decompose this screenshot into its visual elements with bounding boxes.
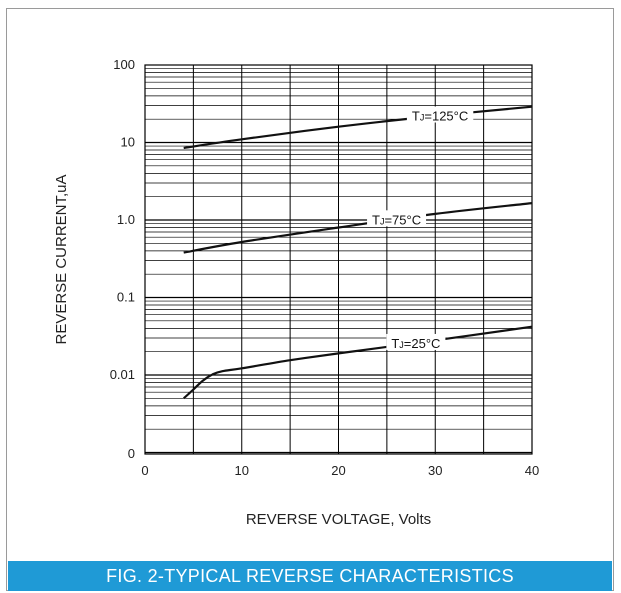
curve-label-bg [367,210,427,227]
curves-layer [182,105,533,400]
y-tick-label: 0 [128,446,135,461]
tick-labels: 0 10 20 30 40 100 10 1.0 0.1 0.01 0 [110,57,540,478]
series-line-3 [182,325,533,400]
figure-frame [6,8,614,591]
x-tick-label: 10 [235,463,249,478]
series-line-1 [183,105,533,150]
y-tick-label: 0.01 [110,367,135,382]
figure-caption: FIG. 2-TYPICAL REVERSE CHARACTERISTICS [8,561,612,591]
curve-label: TJ=25°C [391,336,440,351]
y-tick-label: 10 [121,135,135,150]
x-tick-label: 40 [525,463,539,478]
series-line-2 [183,202,533,254]
x-tick-label: 0 [141,463,148,478]
curve-label-bg [406,106,474,123]
y-tick-label: 0.1 [117,290,135,305]
curve-label: TJ=125°C [412,108,468,123]
x-tick-label: 20 [331,463,345,478]
x-tick-label: 30 [428,463,442,478]
curve-label-bg [386,333,446,350]
y-tick-label: 100 [113,57,135,72]
x-axis-title: REVERSE VOLTAGE, Volts [246,511,431,528]
plot-grid [144,64,533,455]
y-axis-title: REVERSE CURRENT,uA [53,174,70,344]
curve-label: TJ=75°C [372,212,421,227]
curve-labels: TJ=125°C TJ=75°C TJ=25°C [367,106,474,351]
y-tick-label: 1.0 [117,212,135,227]
